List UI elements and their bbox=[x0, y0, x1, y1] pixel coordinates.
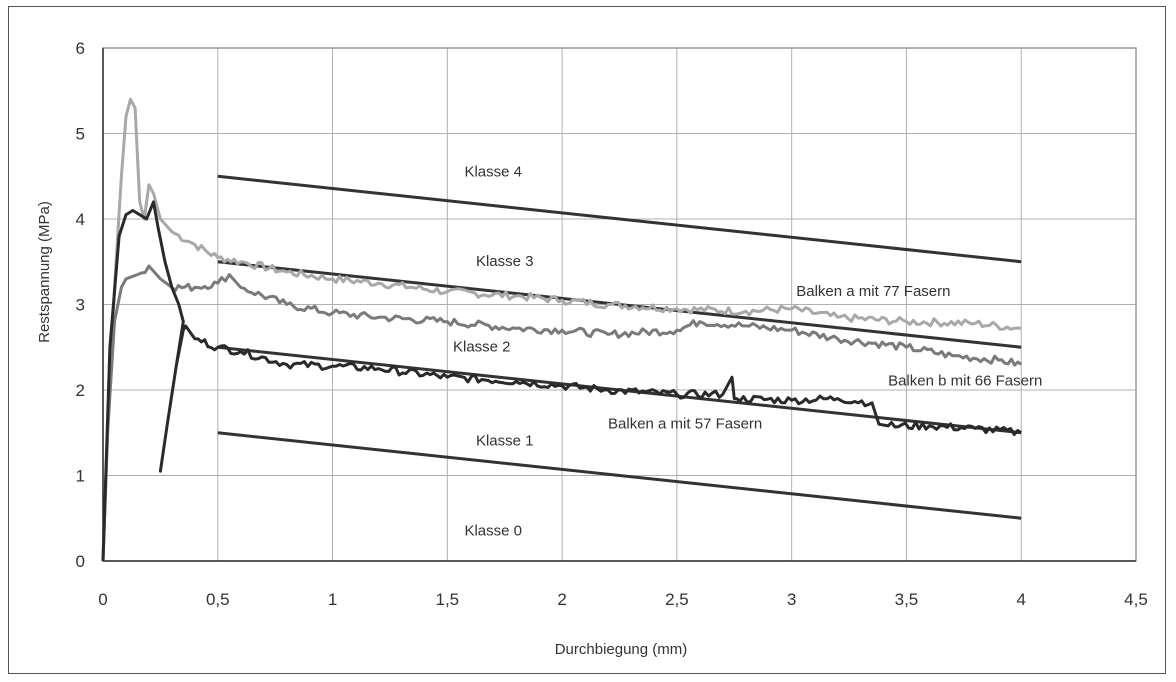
class-boundary-line bbox=[217, 431, 1022, 520]
x-axis-title: Durchbiegung (mm) bbox=[555, 641, 688, 658]
y-tick-label: 6 bbox=[76, 39, 85, 58]
chart-frame: 0 1 2 3 4 5 6 0 0,5 1 1,5 2 2,5 3 3,5 4 4,5 Klasse 4 Klas… bbox=[8, 6, 1166, 674]
y-tick-label: 1 bbox=[76, 467, 85, 486]
x-tick-label: 0 bbox=[98, 590, 107, 609]
class-region-label: Klasse 3 bbox=[476, 253, 534, 270]
axis-layer: 0 1 2 3 4 5 6 0 0,5 1 1,5 2 2,5 3 3,5 4 4,5 bbox=[76, 39, 1148, 609]
data-series-line bbox=[101, 97, 1022, 562]
x-tick-label: 1,5 bbox=[436, 590, 460, 609]
y-tick-label: 4 bbox=[76, 210, 85, 229]
class-region-label: Klasse 1 bbox=[476, 433, 534, 450]
class-region-label: Klasse 0 bbox=[464, 522, 522, 539]
data-series-line bbox=[101, 264, 1023, 562]
class-region-label: Klasse 4 bbox=[464, 163, 522, 180]
series-label: Balken a mit 77 Fasern bbox=[796, 283, 950, 300]
x-tick-label: 4,5 bbox=[1124, 590, 1148, 609]
x-tick-label: 4 bbox=[1016, 590, 1025, 609]
x-tick-label: 0,5 bbox=[206, 590, 230, 609]
class-lines bbox=[217, 174, 1022, 520]
y-axis-title: Restspannung (MPa) bbox=[36, 201, 53, 343]
class-boundary-line bbox=[217, 174, 1022, 264]
series-label: Balken a mit 57 Fasern bbox=[608, 415, 762, 432]
series-label: Balken b mit 66 Fasern bbox=[888, 373, 1042, 390]
x-tick-label: 3 bbox=[787, 590, 796, 609]
x-tick-label: 2,5 bbox=[665, 590, 689, 609]
y-tick-label: 5 bbox=[76, 125, 85, 144]
y-tick-label: 0 bbox=[76, 552, 85, 571]
y-tick-label: 3 bbox=[76, 296, 85, 315]
series-layer bbox=[101, 97, 1023, 562]
x-tick-label: 3,5 bbox=[895, 590, 919, 609]
y-tick-label: 2 bbox=[76, 381, 85, 400]
data-series-line bbox=[101, 200, 1023, 562]
class-region-label: Klasse 2 bbox=[453, 339, 511, 356]
x-tick-label: 2 bbox=[557, 590, 566, 609]
annotation-layer: Klasse 4 Klasse 3 Klasse 2 Klasse 1 Klasse 0… bbox=[453, 163, 1042, 539]
x-tick-label: 1 bbox=[328, 590, 337, 609]
